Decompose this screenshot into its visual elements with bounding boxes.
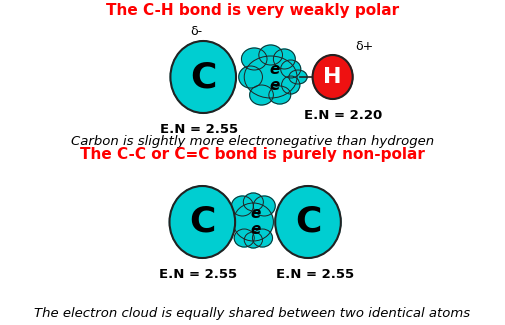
Text: E.N = 2.55: E.N = 2.55 <box>159 268 237 281</box>
Text: e: e <box>269 61 279 76</box>
Ellipse shape <box>269 86 291 104</box>
Text: E.N = 2.20: E.N = 2.20 <box>305 109 383 122</box>
Ellipse shape <box>249 85 273 105</box>
Text: The electron cloud is equally shared between two identical atoms: The electron cloud is equally shared bet… <box>34 307 471 320</box>
Circle shape <box>275 186 341 258</box>
Text: C: C <box>190 60 217 94</box>
Ellipse shape <box>254 196 275 216</box>
Text: e: e <box>250 223 261 238</box>
Text: δ-: δ- <box>190 25 202 38</box>
Ellipse shape <box>282 76 300 94</box>
Ellipse shape <box>252 229 273 247</box>
Text: C: C <box>295 205 321 239</box>
Circle shape <box>170 41 236 113</box>
Ellipse shape <box>281 60 301 78</box>
Ellipse shape <box>244 56 297 98</box>
Circle shape <box>170 186 235 258</box>
Ellipse shape <box>231 196 254 216</box>
Text: e: e <box>269 77 279 93</box>
Ellipse shape <box>289 70 307 84</box>
Circle shape <box>313 55 352 99</box>
Text: C: C <box>189 205 216 239</box>
Text: The C-H bond is very weakly polar: The C-H bond is very weakly polar <box>106 3 399 18</box>
Text: E.N = 2.55: E.N = 2.55 <box>276 268 355 281</box>
Text: E.N = 2.55: E.N = 2.55 <box>160 123 238 136</box>
Ellipse shape <box>241 48 267 70</box>
Text: The C-C or C=C bond is purely non-polar: The C-C or C=C bond is purely non-polar <box>80 147 425 162</box>
Ellipse shape <box>259 45 282 65</box>
Ellipse shape <box>234 229 254 247</box>
Ellipse shape <box>244 232 263 248</box>
Text: δ+: δ+ <box>356 40 374 53</box>
Ellipse shape <box>273 49 295 69</box>
Text: Carbon is slightly more electronegative than hydrogen: Carbon is slightly more electronegative … <box>71 135 434 148</box>
Text: e: e <box>250 206 261 222</box>
Text: H: H <box>323 67 342 87</box>
Ellipse shape <box>239 66 263 88</box>
Ellipse shape <box>243 193 264 211</box>
Ellipse shape <box>233 203 273 241</box>
